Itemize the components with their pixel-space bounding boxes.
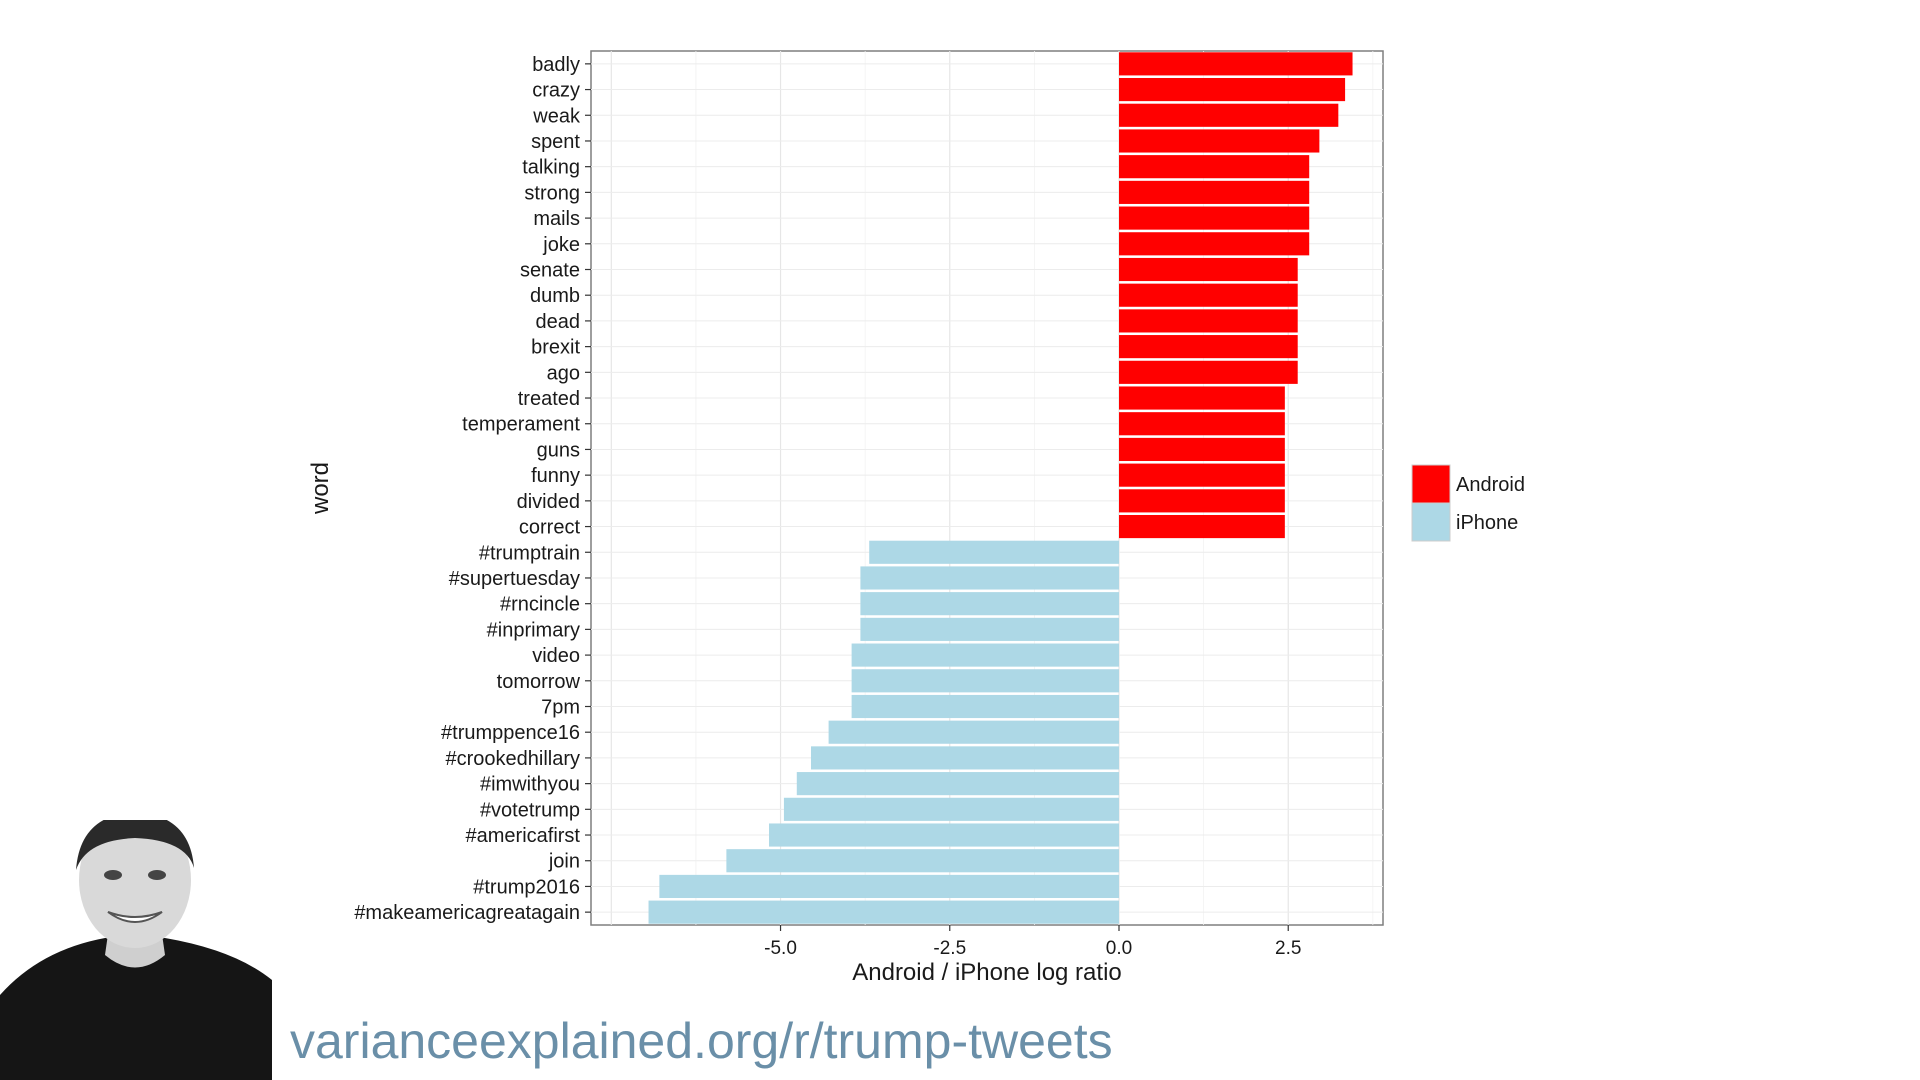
y-tick-label: #crookedhillary [445, 748, 580, 770]
bar-senate [1119, 257, 1298, 282]
bar-7pm [851, 694, 1119, 719]
y-tick-label: #makeamericagreatagain [354, 902, 580, 924]
bar-ago [1119, 360, 1298, 384]
bar-makeamericagreatagain [648, 900, 1119, 924]
x-tick-label: -2.5 [933, 938, 966, 959]
bar-strong [1119, 180, 1310, 204]
y-tick-labels: badly crazy weak spent talking strong mails jok… [354, 54, 591, 924]
y-tick-label: ago [547, 362, 580, 384]
legend-swatch-iphone [1411, 502, 1451, 542]
y-tick-label: treated [518, 388, 580, 410]
bar-inprimary [860, 617, 1119, 641]
y-tick-label: joke [542, 234, 580, 256]
bar-join [726, 849, 1119, 873]
y-tick-label: temperament [462, 414, 580, 436]
y-tick-label: #americafirst [466, 825, 581, 847]
y-tick-label: dumb [530, 285, 580, 307]
legend: Android iPhone [1411, 464, 1525, 542]
y-tick-label: talking [522, 157, 580, 179]
bar-trumppence16 [828, 720, 1119, 744]
y-tick-label: correct [519, 517, 581, 539]
y-tick-label: #rncincle [500, 594, 580, 616]
y-tick-label: weak [532, 105, 581, 127]
y-tick-label: mails [533, 208, 580, 230]
bar-crazy [1119, 77, 1346, 102]
bars-group [648, 52, 1353, 924]
y-tick-label: #votetrump [480, 799, 580, 821]
y-tick-label: senate [520, 260, 580, 282]
y-tick-label: guns [537, 439, 580, 461]
source-url-link[interactable]: varianceexplained.org/r/trump-tweets [290, 1013, 1113, 1069]
y-tick-label: dead [536, 311, 581, 333]
bar-crookedhillary [811, 746, 1119, 770]
y-tick-label: funny [531, 465, 580, 487]
author-portrait-photo [0, 820, 272, 1080]
y-tick-label: #imwithyou [480, 774, 580, 796]
bar-tomorrow [851, 669, 1119, 693]
y-tick-label: divided [517, 491, 580, 513]
y-tick-label: strong [524, 182, 580, 204]
y-tick-label: #trumptrain [479, 542, 580, 564]
bar-spent [1119, 129, 1320, 153]
bar-trump2016 [659, 874, 1119, 899]
bar-joke [1119, 232, 1310, 256]
y-tick-label: badly [532, 54, 580, 76]
bar-chart: badly crazy weak spent talking strong mails jok… [307, 50, 1525, 986]
bar-imwithyou [796, 772, 1119, 796]
bar-votetrump [783, 797, 1119, 821]
bar-correct [1119, 514, 1285, 539]
bar-americafirst [769, 823, 1119, 847]
y-tick-label: 7pm [541, 697, 580, 719]
bar-talking [1119, 155, 1310, 179]
bar-funny [1119, 463, 1285, 487]
x-tick-label: -5.0 [764, 938, 797, 959]
x-axis-title: Android / iPhone log ratio [852, 959, 1122, 986]
y-tick-label: join [548, 851, 580, 873]
y-tick-label: #trumppence16 [441, 722, 580, 744]
legend-label-android: Android [1456, 474, 1525, 496]
x-tick-labels: -5.0 -2.5 0.0 2.5 [764, 925, 1301, 959]
bar-weak [1119, 103, 1339, 127]
bar-divided [1119, 489, 1285, 513]
y-tick-label: crazy [532, 80, 580, 102]
x-tick-label: 2.5 [1275, 938, 1301, 959]
bar-video [851, 643, 1119, 667]
bar-rncincle [860, 592, 1119, 616]
bar-temperament [1119, 412, 1285, 436]
bar-mails [1119, 206, 1310, 230]
y-tick-label: video [532, 645, 580, 667]
y-tick-label: tomorrow [497, 671, 581, 693]
bar-dumb [1119, 283, 1298, 307]
bar-badly [1119, 52, 1353, 76]
y-axis-title: word [307, 462, 334, 515]
bar-brexit [1119, 335, 1298, 359]
bar-trumptrain [869, 540, 1119, 564]
bar-treated [1119, 386, 1285, 410]
bar-dead [1119, 309, 1298, 333]
y-tick-label: #trump2016 [473, 876, 580, 898]
bar-supertuesday [860, 566, 1119, 590]
legend-swatch-android [1411, 464, 1451, 504]
bar-guns [1119, 437, 1285, 462]
y-tick-label: brexit [531, 337, 580, 359]
x-tick-label: 0.0 [1106, 938, 1132, 959]
legend-label-iphone: iPhone [1456, 512, 1518, 534]
y-tick-label: #inprimary [487, 619, 580, 641]
y-tick-label: spent [531, 131, 580, 153]
y-tick-label: #supertuesday [449, 568, 580, 590]
